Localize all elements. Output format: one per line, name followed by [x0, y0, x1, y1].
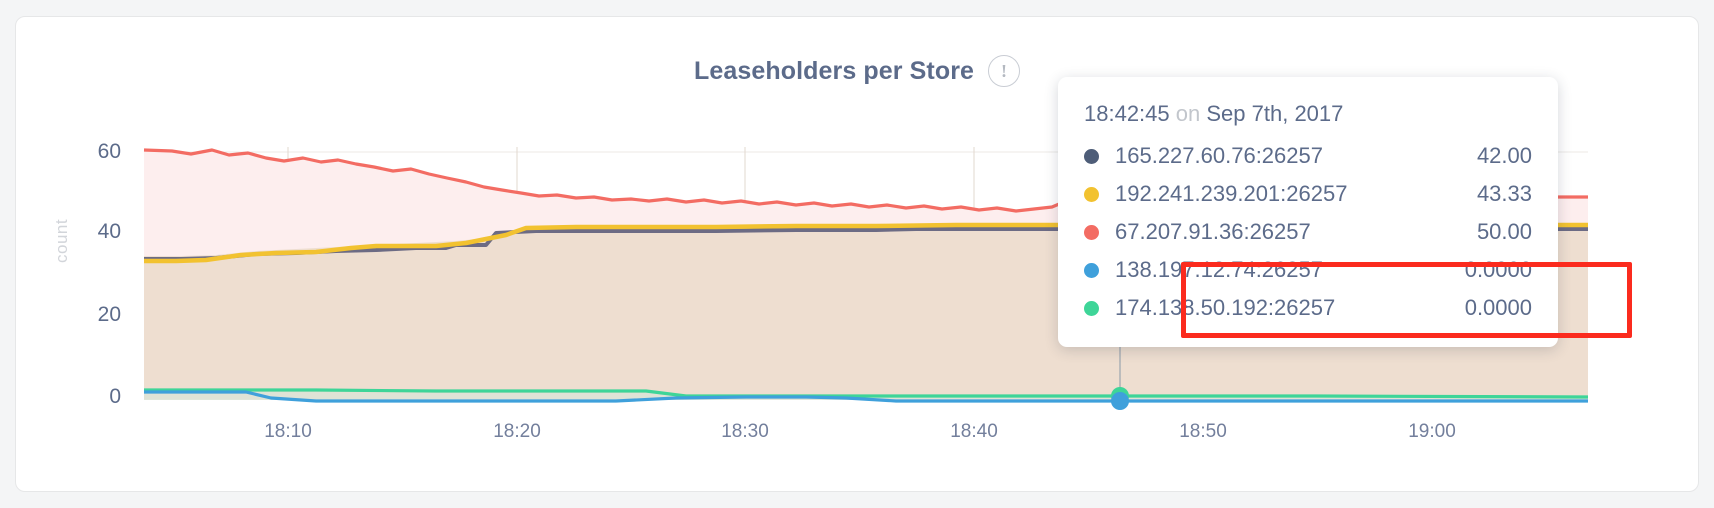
series-name: 165.227.60.76:26257: [1115, 143, 1323, 168]
series-dot-icon: [1084, 148, 1099, 164]
x-tick-4: 18:50: [1179, 421, 1227, 442]
tooltip-row: 165.227.60.76:26257 42.00: [1084, 137, 1532, 175]
series-name: 138.197.12.74:26257: [1115, 257, 1323, 282]
tooltip-separator: on: [1175, 101, 1201, 126]
y-axis-ticks: 60 40 20 0: [61, 17, 121, 491]
series-value: 50.00: [1476, 219, 1532, 244]
page-title: Leaseholders per Store: [693, 56, 975, 85]
series-dot-icon: [1084, 300, 1099, 316]
x-tick-1: 18:20: [493, 421, 541, 442]
series-dot-icon: [1084, 224, 1099, 240]
tooltip-row: 67.207.91.36:26257 50.00: [1084, 213, 1532, 251]
series-name: 67.207.91.36:26257: [1115, 219, 1311, 244]
chart-tooltip: 18:42:45 on Sep 7th, 2017 165.227.60.76:…: [1058, 77, 1558, 347]
y-tick-20: 20: [97, 303, 121, 326]
x-tick-0: 18:10: [264, 421, 312, 442]
tooltip-time: 18:42:45: [1084, 101, 1170, 126]
x-tick-3: 18:40: [950, 421, 998, 442]
cursor-marker-blue: [1111, 392, 1129, 410]
series-value: 43.33: [1476, 181, 1532, 206]
series-value: 42.00: [1476, 143, 1532, 168]
tooltip-row: 138.197.12.74:26257 0.0000: [1084, 251, 1532, 289]
tooltip-timestamp: 18:42:45 on Sep 7th, 2017: [1084, 101, 1532, 127]
series-dot-icon: [1084, 186, 1099, 202]
chart-header: Leaseholders per Store !: [16, 55, 1698, 87]
x-tick-5: 19:00: [1408, 421, 1456, 442]
y-tick-60: 60: [97, 140, 121, 163]
series-name: 192.241.239.201:26257: [1115, 181, 1348, 206]
series-name: 174.138.50.192:26257: [1115, 295, 1336, 320]
y-tick-0: 0: [109, 385, 121, 408]
chart-card: Leaseholders per Store ! count 60 40 20 …: [15, 16, 1699, 492]
series-dot-icon: [1084, 262, 1099, 278]
tooltip-date: Sep 7th, 2017: [1206, 101, 1344, 126]
series-value: 0.0000: [1464, 257, 1532, 282]
tooltip-row: 192.241.239.201:26257 43.33: [1084, 175, 1532, 213]
x-tick-2: 18:30: [721, 421, 769, 442]
y-tick-40: 40: [97, 220, 121, 243]
series-value: 0.0000: [1464, 295, 1532, 320]
tooltip-row: 174.138.50.192:26257 0.0000: [1084, 289, 1532, 327]
exclamation-circle-icon[interactable]: !: [988, 55, 1021, 87]
